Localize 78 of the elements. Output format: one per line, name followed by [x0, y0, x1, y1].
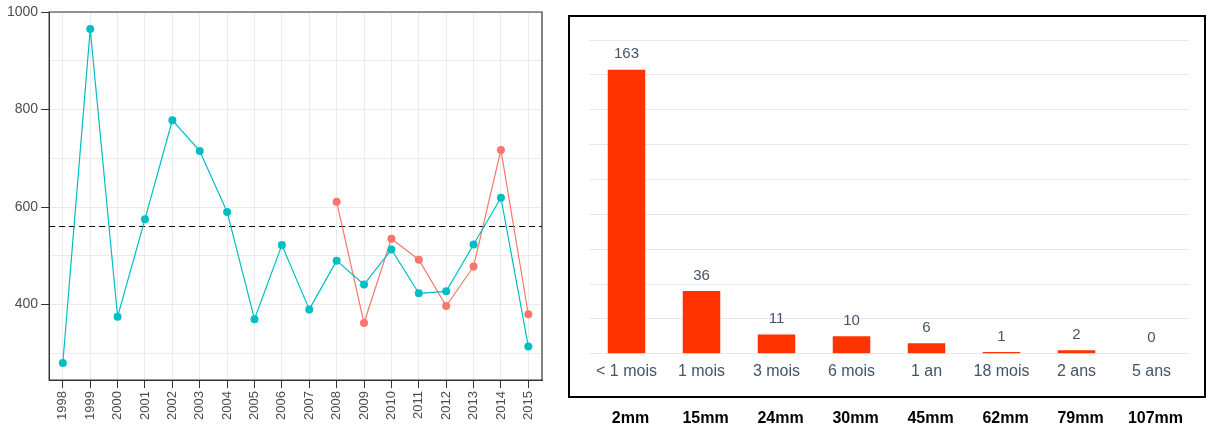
x-tick-label: 5 ans	[1131, 361, 1172, 379]
point	[277, 241, 286, 250]
text: 30mm	[832, 409, 879, 427]
data-label: 36	[693, 265, 710, 283]
point	[360, 280, 369, 289]
point	[442, 301, 451, 310]
text: 45mm	[907, 409, 954, 427]
data-label: 0	[1147, 328, 1156, 346]
x-tick-label: 1998	[54, 391, 70, 420]
data-label: 11	[768, 309, 785, 327]
y-tick-label: 400	[14, 295, 39, 312]
bar	[907, 343, 946, 354]
x-tick-label: 2009	[355, 391, 371, 420]
point	[469, 240, 478, 249]
point	[195, 146, 204, 155]
point	[113, 312, 122, 321]
text: 107mm	[1127, 409, 1184, 427]
bar	[682, 291, 721, 354]
y-tick-label: 1000	[6, 2, 39, 19]
point	[524, 310, 533, 319]
text: 15mm	[682, 409, 729, 427]
point	[414, 255, 423, 264]
x-tick-label: 2003	[191, 391, 207, 420]
x-tick-label: 2002	[163, 391, 179, 420]
point	[332, 197, 341, 206]
data-label: 163	[613, 44, 640, 62]
bar	[607, 69, 646, 354]
bar	[757, 334, 796, 354]
point	[58, 359, 67, 368]
x-tick-label: < 1 mois	[596, 361, 657, 379]
point	[496, 145, 505, 154]
point	[223, 207, 232, 216]
x-tick-label: 6 mois	[827, 361, 876, 379]
x-tick-label: 2006	[273, 391, 289, 420]
x-tick-label: 2001	[136, 391, 152, 420]
data-label: 1	[997, 326, 1006, 344]
bar	[1057, 350, 1096, 354]
point	[140, 215, 149, 224]
x-tick-label: 2013	[465, 391, 481, 420]
point	[360, 319, 369, 328]
x-tick-label: 2015	[519, 391, 535, 420]
x-tick-label: 2012	[437, 391, 453, 420]
x-tick-label: 1999	[81, 391, 97, 420]
data-label: 2	[1072, 324, 1081, 342]
y-tick-label: 800	[14, 100, 39, 117]
x-tick-label: 3 mois	[752, 361, 801, 379]
point	[414, 289, 423, 298]
x-tick-label: 2008	[328, 391, 344, 420]
text: 62mm	[982, 409, 1029, 427]
x-tick-label: 2005	[246, 391, 262, 420]
x-tick-label: 2010	[382, 391, 398, 420]
text: 24mm	[757, 409, 804, 427]
x-tick-label: 2007	[300, 391, 316, 420]
x-tick-label: 2014	[492, 391, 508, 420]
point	[332, 256, 341, 265]
point	[496, 193, 505, 202]
point	[387, 245, 396, 254]
point	[469, 262, 478, 271]
x-tick-label: 1 an	[910, 361, 943, 379]
point	[442, 287, 451, 296]
point	[305, 305, 314, 314]
y-tick-label: 600	[14, 197, 39, 214]
x-tick-label: 1 mois	[677, 361, 726, 379]
data-label: 10	[843, 311, 860, 329]
x-tick-label: 18 mois	[973, 361, 1030, 379]
point	[86, 25, 95, 34]
text: 79mm	[1057, 409, 1104, 427]
x-tick-label: 2 ans	[1056, 361, 1097, 379]
point	[387, 234, 396, 243]
x-tick-label: 2004	[218, 391, 234, 420]
data-label: 6	[922, 317, 931, 335]
bar	[832, 336, 871, 354]
text: 2mm	[611, 409, 650, 427]
x-tick-label: 2000	[109, 391, 125, 420]
point	[524, 342, 533, 351]
point	[168, 116, 177, 125]
x-tick-label: 2011	[410, 391, 426, 420]
point	[250, 315, 259, 324]
